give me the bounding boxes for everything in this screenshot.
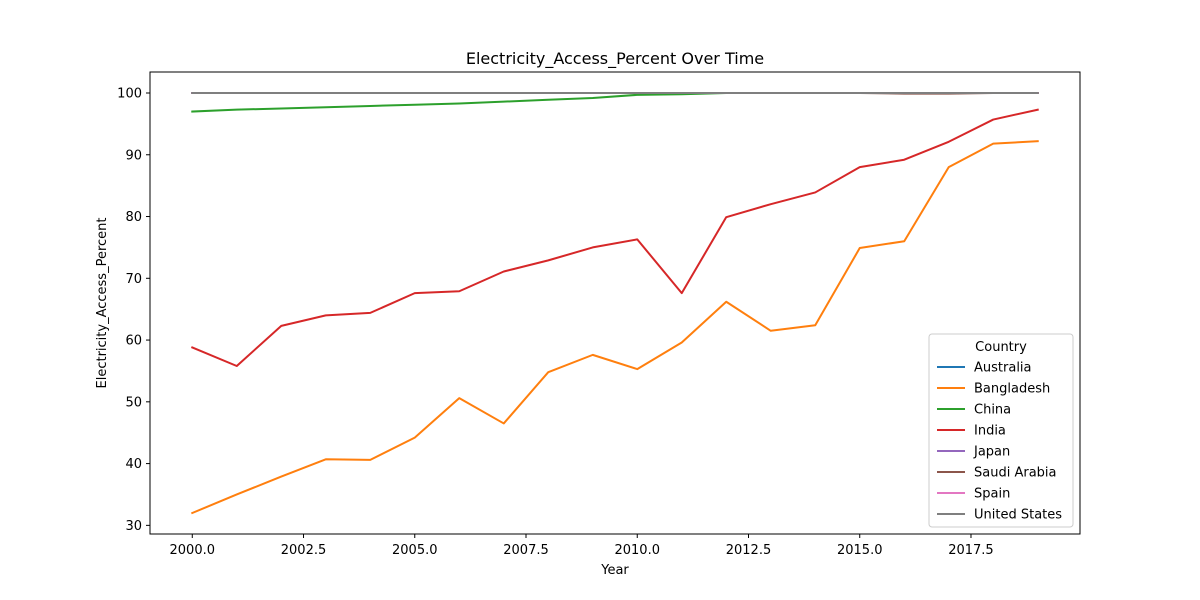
series-line-india <box>190 108 1039 367</box>
x-tick-label: 2017.5 <box>948 543 994 558</box>
legend-label-bangladesh: Bangladesh <box>974 382 1050 397</box>
y-tick-label: 30 <box>125 519 142 534</box>
x-axis: 2000.0 2002.5 2005.0 2007.5 2010.0 2012.5 2015… <box>170 534 994 558</box>
y-tick-label: 50 <box>125 395 142 410</box>
x-tick-label: 2012.5 <box>726 543 772 558</box>
y-tick-label: 70 <box>125 272 142 287</box>
y-axis: 30 40 50 60 70 80 90 100 <box>117 87 150 534</box>
y-tick-label: 60 <box>125 334 142 349</box>
y-axis-title: Electricity_Access_Percent <box>95 218 110 389</box>
x-tick-label: 2010.0 <box>614 543 660 558</box>
legend-label-china: China <box>974 403 1011 418</box>
legend-label-spain: Spain <box>974 487 1010 502</box>
legend-label-united-states: United States <box>974 508 1062 523</box>
series-line-china <box>191 92 1039 113</box>
legend-items: Australia Bangladesh China India Japan Saudi … <box>937 361 1062 523</box>
x-tick-label: 2007.5 <box>503 543 549 558</box>
x-tick-label: 2005.0 <box>392 543 438 558</box>
chart-title: Electricity_Access_Percent Over Time <box>466 49 764 69</box>
legend: Country Australia Bangladesh China India Jap… <box>928 333 1074 528</box>
legend-label-saudi-arabia: Saudi Arabia <box>974 466 1057 481</box>
legend-label-japan: Japan <box>973 445 1010 460</box>
legend-label-india: India <box>974 424 1006 439</box>
plot-area-frame <box>149 71 1081 535</box>
series-layer <box>190 92 1039 515</box>
x-axis-title: Year <box>600 563 629 578</box>
x-tick-label: 2015.0 <box>837 543 883 558</box>
legend-title: Country <box>975 340 1027 355</box>
legend-label-australia: Australia <box>974 361 1032 376</box>
x-tick-label: 2002.5 <box>281 543 327 558</box>
y-tick-label: 90 <box>125 148 142 163</box>
series-line-bangladesh <box>190 140 1039 515</box>
x-tick-label: 2000.0 <box>170 543 216 558</box>
legend-frame <box>928 333 1074 528</box>
y-tick-label: 80 <box>125 210 142 225</box>
y-tick-label: 100 <box>117 87 142 102</box>
y-tick-label: 40 <box>125 457 142 472</box>
